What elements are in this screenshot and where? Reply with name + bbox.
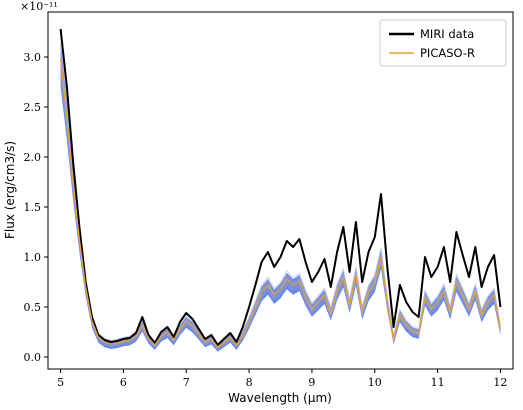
x-tick-label-1: 6 [120,376,127,389]
plot-frame [47,11,514,370]
series-line-miri-data [59,28,502,346]
y-tick-label-3: 1.5 [24,201,42,214]
y-axis: 0.0 0.5 1.0 1.5 2.0 2.5 3.0 [24,51,48,364]
y-offset-label: ×10⁻¹¹ [20,0,58,13]
y-tick-label-4: 2.0 [24,151,42,164]
plot-area [59,28,502,352]
legend-label-miri: MIRI data [420,27,474,41]
y-tick-label-5: 2.5 [24,101,42,114]
model-sample-line-0 [60,74,501,350]
x-axis: 5 6 7 8 9 10 11 12 [57,369,507,389]
x-tick-label-5: 10 [368,376,382,389]
model-sample-line-4 [60,35,501,344]
y-axis-label: Flux (erg/cm3/s) [3,141,17,239]
x-tick-label-7: 12 [493,376,507,389]
model-sample-line-1 [60,65,501,349]
x-tick-label-6: 11 [431,376,445,389]
x-tick-label-4: 9 [308,376,315,389]
legend-box [379,19,507,67]
series-line-picaso-r [60,58,501,348]
x-tick-label-2: 7 [183,376,190,389]
model-sample-line-2 [60,52,501,347]
x-axis-label: Wavelength (µm) [228,391,332,405]
x-tick-label-3: 8 [246,376,253,389]
y-tick-label-1: 0.5 [24,301,42,314]
legend-label-picaso: PICASO-R [420,46,475,60]
y-tick-label-2: 1.0 [24,251,42,264]
x-tick-label-0: 5 [57,376,64,389]
y-tick-label-0: 0.0 [24,351,42,364]
legend: MIRI data PICASO-R [379,19,507,67]
y-tick-label-6: 3.0 [24,51,42,64]
